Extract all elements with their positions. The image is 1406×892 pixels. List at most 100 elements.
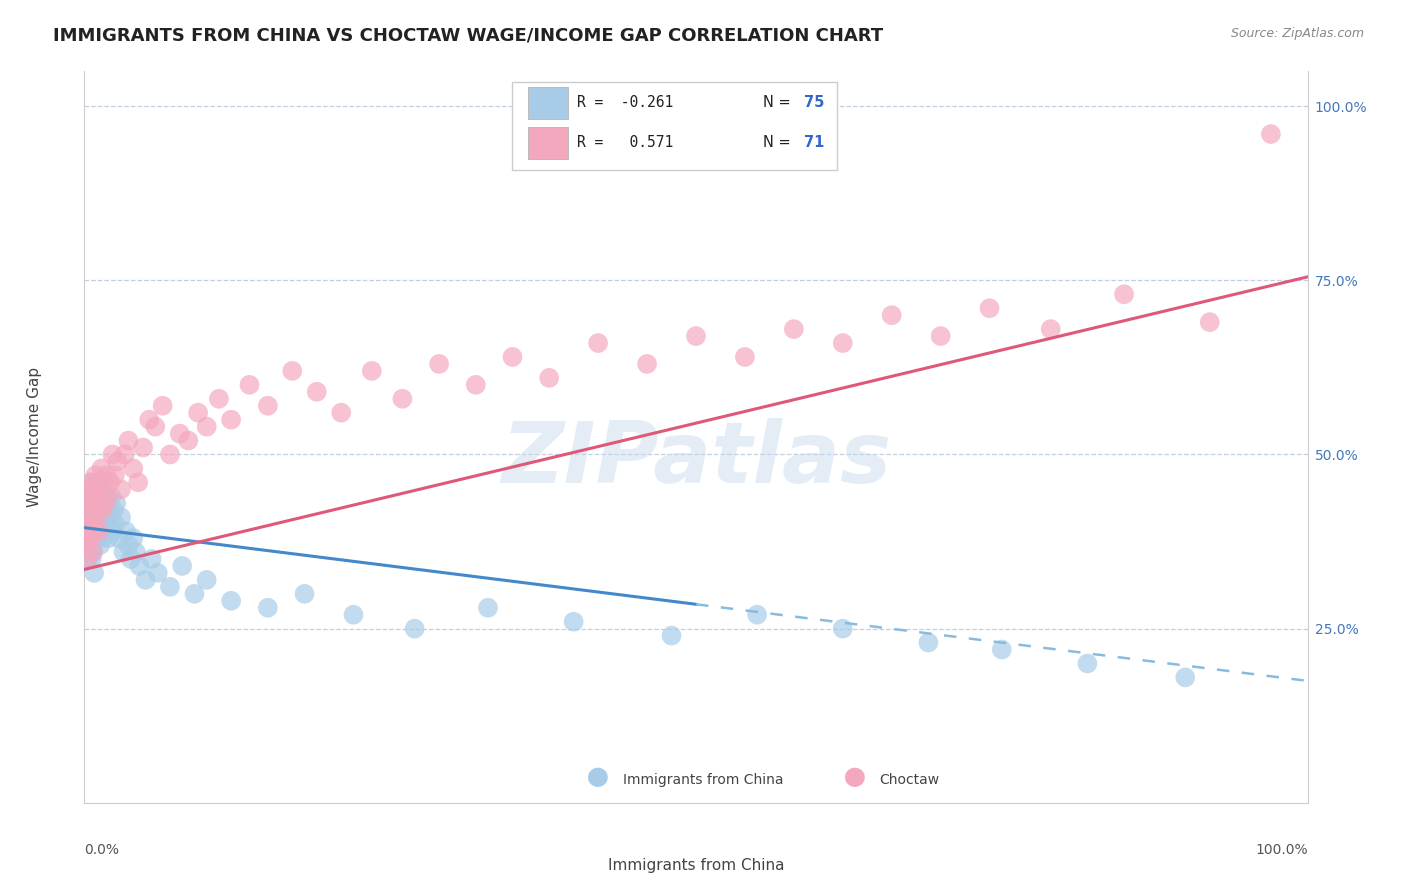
Text: Immigrants from China: Immigrants from China xyxy=(607,858,785,872)
Text: ⬤: ⬤ xyxy=(844,767,866,787)
Point xyxy=(86,496,108,510)
Point xyxy=(82,517,104,532)
Text: R =   0.571: R = 0.571 xyxy=(578,136,673,151)
Point xyxy=(1076,657,1098,671)
Point xyxy=(257,600,280,615)
Point xyxy=(562,615,585,629)
Point xyxy=(80,552,103,566)
Point xyxy=(1039,322,1062,336)
Point xyxy=(342,607,364,622)
Point xyxy=(79,531,101,545)
Point xyxy=(734,350,756,364)
Point xyxy=(208,392,231,406)
Point xyxy=(80,475,103,490)
Point xyxy=(91,531,114,545)
Point xyxy=(219,412,242,426)
Point xyxy=(1174,670,1197,684)
Point xyxy=(187,406,209,420)
Point xyxy=(83,566,105,580)
Point xyxy=(87,475,110,490)
Point xyxy=(305,384,328,399)
Point xyxy=(143,419,166,434)
Point xyxy=(104,517,127,532)
Point xyxy=(1198,315,1220,329)
Point xyxy=(586,336,609,351)
Point xyxy=(101,448,124,462)
Point xyxy=(96,468,118,483)
Point xyxy=(831,622,853,636)
Point xyxy=(80,496,103,510)
Point xyxy=(104,468,127,483)
Text: Wage/Income Gap: Wage/Income Gap xyxy=(27,367,42,508)
Point xyxy=(125,545,148,559)
Point xyxy=(79,538,101,552)
Point xyxy=(93,475,115,490)
Point xyxy=(75,531,97,545)
Point xyxy=(86,531,108,545)
Point xyxy=(105,496,128,510)
Point xyxy=(97,531,120,545)
Point xyxy=(80,524,103,538)
Point xyxy=(84,468,107,483)
Point xyxy=(82,489,104,503)
Point xyxy=(77,483,100,497)
Point xyxy=(77,483,100,497)
Point xyxy=(76,545,98,559)
Point xyxy=(83,503,105,517)
Text: ⬤: ⬤ xyxy=(588,767,609,787)
Point xyxy=(90,517,112,532)
Point xyxy=(103,503,125,517)
Text: ZIPatlas: ZIPatlas xyxy=(501,417,891,500)
Point xyxy=(77,531,100,545)
Point xyxy=(464,377,486,392)
Point xyxy=(97,496,120,510)
Point xyxy=(783,322,806,336)
Point xyxy=(76,510,98,524)
Text: N =: N = xyxy=(763,95,796,111)
Point xyxy=(86,510,108,524)
Point xyxy=(91,496,114,510)
Point xyxy=(195,573,218,587)
Point xyxy=(87,510,110,524)
Point xyxy=(83,524,105,538)
Point xyxy=(172,558,194,573)
Point xyxy=(427,357,450,371)
Point xyxy=(177,434,200,448)
Point xyxy=(138,412,160,426)
Point xyxy=(929,329,952,343)
Text: 0.0%: 0.0% xyxy=(84,843,120,857)
Point xyxy=(77,517,100,532)
Point xyxy=(391,392,413,406)
Point xyxy=(257,399,280,413)
Point xyxy=(122,461,145,475)
Point xyxy=(82,545,104,559)
Point xyxy=(107,531,129,545)
Point xyxy=(82,517,104,532)
Text: Immigrants from China: Immigrants from China xyxy=(623,772,783,787)
Point xyxy=(96,517,118,532)
Point xyxy=(84,517,107,532)
Point xyxy=(110,510,132,524)
Point xyxy=(146,566,169,580)
Point xyxy=(404,622,426,636)
Point xyxy=(93,510,115,524)
Point xyxy=(132,441,155,455)
Point xyxy=(917,635,939,649)
Point xyxy=(87,524,110,538)
Point xyxy=(90,483,112,497)
Point xyxy=(294,587,316,601)
Point xyxy=(747,607,769,622)
Point xyxy=(1114,287,1136,301)
Point xyxy=(238,377,260,392)
Point xyxy=(87,483,110,497)
Point xyxy=(219,594,242,608)
Point xyxy=(330,406,353,420)
Point xyxy=(75,538,97,552)
Point xyxy=(100,489,122,503)
Point xyxy=(89,489,111,503)
Point xyxy=(880,308,903,322)
Point xyxy=(98,475,121,490)
Text: Choctaw: Choctaw xyxy=(880,772,939,787)
Point xyxy=(159,448,181,462)
Point xyxy=(477,600,499,615)
